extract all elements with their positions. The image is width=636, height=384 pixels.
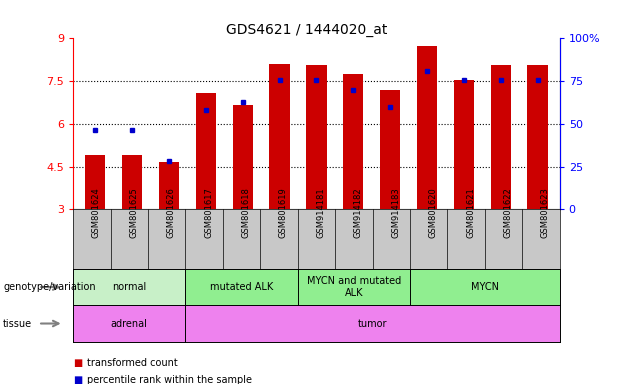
Text: GSM914182: GSM914182 [354,187,363,238]
Text: GSM914181: GSM914181 [317,187,326,238]
Text: mutated ALK: mutated ALK [210,282,273,292]
Text: GSM801620: GSM801620 [429,187,438,238]
Bar [307,65,326,209]
Bar [122,155,142,209]
Text: GSM801617: GSM801617 [204,187,213,238]
Bar [85,155,106,209]
Text: GSM801622: GSM801622 [504,187,513,238]
Bar [453,80,474,209]
Bar [490,65,511,209]
Text: tissue: tissue [3,318,32,329]
Text: adrenal: adrenal [111,318,148,329]
Text: GSM801618: GSM801618 [242,187,251,238]
Text: GSM801619: GSM801619 [279,187,288,238]
Text: ■: ■ [73,375,83,384]
Text: normal: normal [112,282,146,292]
Text: GSM801626: GSM801626 [167,187,176,238]
Bar [159,162,179,209]
Bar [343,74,363,209]
Text: GSM801624: GSM801624 [92,187,101,238]
Bar [527,65,548,209]
Text: tumor: tumor [358,318,387,329]
Text: MYCN: MYCN [471,282,499,292]
Text: GSM801623: GSM801623 [541,187,550,238]
Text: GSM801625: GSM801625 [129,187,138,238]
Bar [233,105,253,209]
Text: MYCN and mutated
ALK: MYCN and mutated ALK [307,276,401,298]
Text: genotype/variation: genotype/variation [3,282,96,292]
Text: GSM914183: GSM914183 [391,187,400,238]
Bar [270,64,289,209]
Text: transformed count: transformed count [87,358,178,368]
Bar [417,46,437,209]
Text: GSM801621: GSM801621 [466,187,475,238]
Text: ■: ■ [73,358,83,368]
Text: percentile rank within the sample: percentile rank within the sample [87,375,252,384]
Bar [380,90,400,209]
Title: GDS4621 / 1444020_at: GDS4621 / 1444020_at [226,23,387,37]
Bar [196,93,216,209]
